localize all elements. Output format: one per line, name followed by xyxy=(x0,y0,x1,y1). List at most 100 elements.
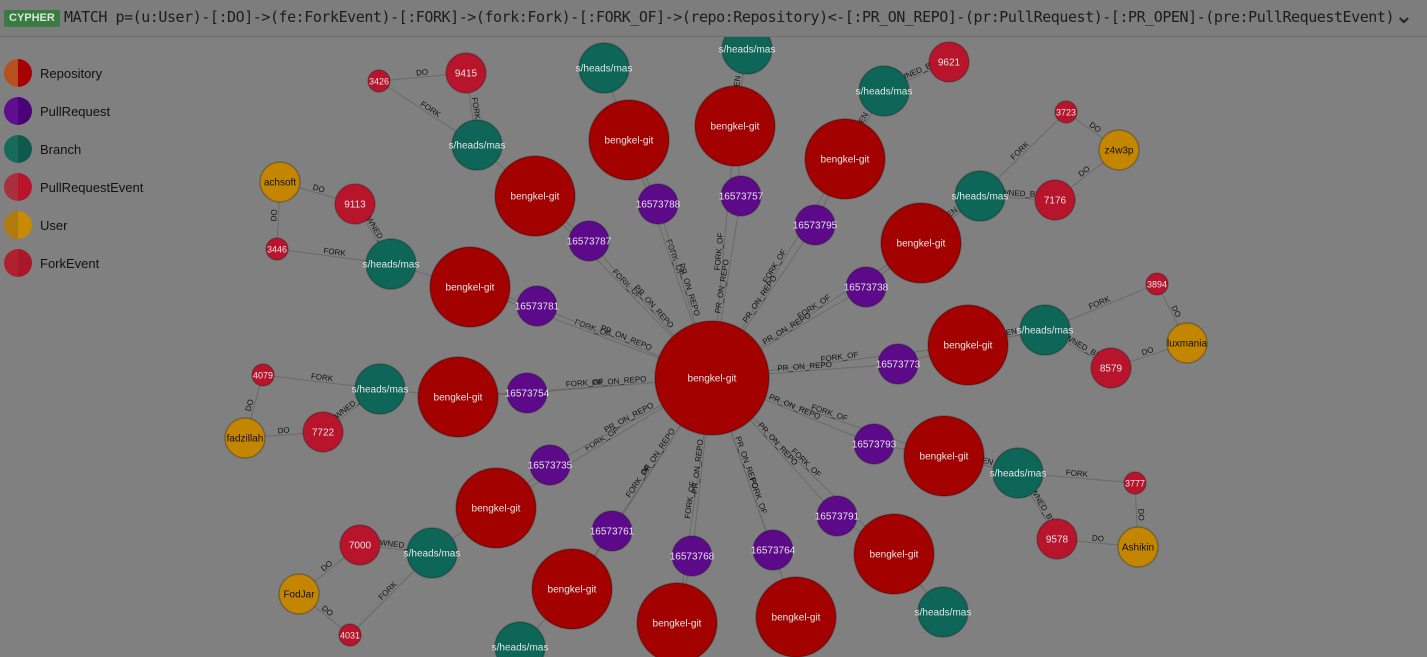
node-circle xyxy=(636,582,718,657)
graph-node-event[interactable]: 9621 xyxy=(928,41,970,83)
legend-item-forkevent[interactable]: ForkEvent xyxy=(4,244,143,282)
graph-node-pr[interactable]: 16573791 xyxy=(815,495,860,537)
graph-node-repo[interactable]: bengkel-git xyxy=(531,548,613,630)
graph-node-pr[interactable]: 16573781 xyxy=(515,285,560,327)
graph-node-event[interactable]: 7176 xyxy=(1034,179,1076,221)
node-label: 16573754 xyxy=(505,389,550,400)
node-label: Ashikin xyxy=(1122,543,1154,554)
graph-node-repo[interactable]: bengkel-git xyxy=(694,85,776,167)
graph-node-pr[interactable]: 16573773 xyxy=(876,343,921,385)
edge-label: PR_ON_REPO xyxy=(777,360,832,373)
graph-node-user[interactable]: fadzillah xyxy=(224,417,266,459)
node-label: z4w3p xyxy=(1105,146,1134,157)
graph-node-small[interactable]: 3446 xyxy=(265,237,289,261)
graph-node-repo[interactable]: bengkel-git xyxy=(755,576,837,657)
graph-node-repo[interactable]: bengkel-git xyxy=(804,118,886,200)
legend-item-repository[interactable]: Repository xyxy=(4,54,143,92)
graph-node-pr[interactable]: 16573735 xyxy=(528,444,573,486)
node-label: 3777 xyxy=(1125,479,1145,489)
graph-node-pr[interactable]: 16573761 xyxy=(590,510,635,552)
graph-node-repo[interactable]: bengkel-git xyxy=(853,513,935,595)
graph-node-pr[interactable]: 16573795 xyxy=(793,204,838,246)
graph-node-branch[interactable]: s/heads/mas xyxy=(1017,304,1074,356)
graph-node-branch[interactable]: s/heads/mas xyxy=(352,363,409,415)
graph-node-repo[interactable]: bengkel-git xyxy=(636,582,718,657)
graph-node-small[interactable]: 4079 xyxy=(251,363,275,387)
graph-node-user[interactable]: Ashikin xyxy=(1117,526,1159,568)
graph-node-branch[interactable]: s/heads/mas xyxy=(952,170,1009,222)
graph-node-small[interactable]: 3723 xyxy=(1054,100,1078,124)
legend-item-branch[interactable]: Branch xyxy=(4,130,143,168)
node-label: 16573787 xyxy=(567,237,612,248)
node-label: 4079 xyxy=(253,371,273,381)
graph-node-branch[interactable]: s/heads/mas xyxy=(856,65,913,117)
graph-node-small[interactable]: 3777 xyxy=(1123,471,1147,495)
graph-node-small[interactable]: 3894 xyxy=(1145,272,1169,296)
chevron-down-icon[interactable]: ⌄ xyxy=(1394,4,1413,29)
node-label: s/heads/mas xyxy=(952,192,1009,203)
node-label: s/heads/mas xyxy=(990,469,1047,480)
graph-node-branch[interactable]: s/heads/mas xyxy=(576,42,633,94)
node-circle xyxy=(880,202,962,284)
node-label: bengkel-git xyxy=(605,136,654,147)
graph-node-event[interactable]: 9113 xyxy=(334,183,376,225)
node-label: bengkel-git xyxy=(548,585,597,596)
edge-label: PR_ON_REPO xyxy=(632,283,675,330)
node-label: s/heads/mas xyxy=(492,643,549,654)
graph-node-branch[interactable]: s/heads/mas xyxy=(449,119,506,171)
edge-label: DO xyxy=(1136,509,1146,521)
node-label: 16573773 xyxy=(876,360,921,371)
node-label: luxmania xyxy=(1167,339,1207,350)
graph-node-repo[interactable]: bengkel-git xyxy=(903,415,985,497)
legend-item-pullrequestevent[interactable]: PullRequestEvent xyxy=(4,168,143,206)
graph-node-event[interactable]: 9415 xyxy=(445,52,487,94)
edge-label: FORK_OF xyxy=(713,232,725,271)
graph-node-branch[interactable]: s/heads/mas xyxy=(363,238,420,290)
graph-nodes: bengkel-git bengkel-git bengkel-git bengkel… xyxy=(224,23,1208,657)
graph-node-user[interactable]: luxmania xyxy=(1166,322,1208,364)
graph-node-repo[interactable]: bengkel-git xyxy=(494,155,576,237)
graph-node-pr[interactable]: 16573757 xyxy=(719,175,764,217)
graph-node-branch[interactable]: s/heads/mas xyxy=(404,527,461,579)
graph-node-branch[interactable]: s/heads/mas xyxy=(492,621,549,657)
legend-item-user[interactable]: User xyxy=(4,206,143,244)
graph-node-repo[interactable]: bengkel-git xyxy=(417,356,499,438)
graph-node-small[interactable]: 4031 xyxy=(338,623,362,647)
node-circle xyxy=(506,372,548,414)
graph-node-pr[interactable]: 16573793 xyxy=(852,423,897,465)
legend-item-pullrequest[interactable]: PullRequest xyxy=(4,92,143,130)
graph-node-repo[interactable]: bengkel-git xyxy=(927,304,1009,386)
graph-node-pr[interactable]: 16573738 xyxy=(844,266,889,308)
graph-node-pr[interactable]: 16573787 xyxy=(567,220,612,262)
graph-node-event[interactable]: 8579 xyxy=(1090,347,1132,389)
query-text[interactable]: MATCH p=(u:User)-[:DO]->(fe:ForkEvent)-[… xyxy=(64,8,1395,26)
graph-node-center[interactable]: bengkel-git xyxy=(654,320,770,436)
edge-label: FORK xyxy=(323,246,347,258)
graph-node-user[interactable]: z4w3p xyxy=(1098,129,1140,171)
graph-node-repo[interactable]: bengkel-git xyxy=(455,467,537,549)
node-label: bengkel-git xyxy=(897,239,946,250)
graph-node-pr[interactable]: 16573788 xyxy=(636,183,681,225)
edge-label: DO xyxy=(1088,120,1103,134)
graph-node-repo[interactable]: bengkel-git xyxy=(588,99,670,181)
graph-node-user[interactable]: achsoft xyxy=(259,161,301,203)
graph-node-branch[interactable]: s/heads/mas xyxy=(990,447,1047,499)
graph-node-user[interactable]: FodJar xyxy=(278,573,320,615)
graph-node-pr[interactable]: 16573768 xyxy=(670,535,715,577)
node-label: s/heads/mas xyxy=(363,260,420,271)
node-circle xyxy=(588,99,670,181)
graph-node-pr[interactable]: 16573754 xyxy=(505,372,550,414)
graph-node-event[interactable]: 7722 xyxy=(302,411,344,453)
legend-swatch xyxy=(4,211,32,239)
graph-node-repo[interactable]: bengkel-git xyxy=(429,246,511,328)
graph-node-branch[interactable]: s/heads/mas xyxy=(915,586,972,638)
node-label: 9621 xyxy=(938,58,961,69)
graph-node-pr[interactable]: 16573764 xyxy=(751,529,796,571)
graph-node-event[interactable]: 9578 xyxy=(1036,518,1078,560)
graph-node-event[interactable]: 7000 xyxy=(339,524,381,566)
node-label: 16573793 xyxy=(852,440,897,451)
graph-node-repo[interactable]: bengkel-git xyxy=(880,202,962,284)
node-circle xyxy=(804,118,886,200)
graph-node-small[interactable]: 3426 xyxy=(367,69,391,93)
